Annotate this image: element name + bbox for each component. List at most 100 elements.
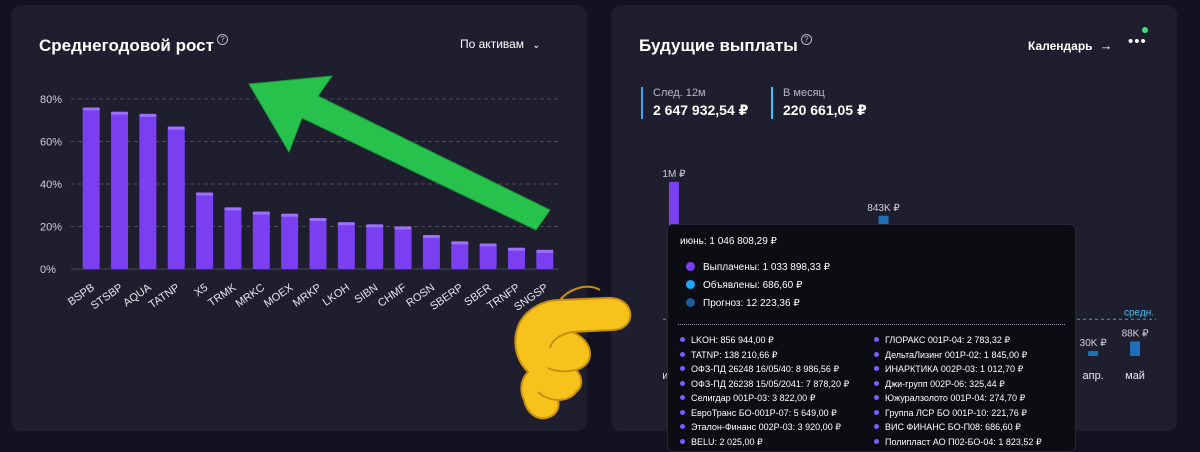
y-tick-label: 40% xyxy=(40,179,62,191)
help-icon[interactable]: ? xyxy=(800,34,812,45)
bullet-icon xyxy=(680,366,685,371)
growth-bar[interactable] xyxy=(337,222,355,269)
x-tick-label: X5 xyxy=(192,282,210,300)
calendar-link[interactable]: Календарь → xyxy=(1028,38,1113,53)
growth-bar[interactable] xyxy=(422,235,440,269)
x-tick-label: MRKC xyxy=(234,282,267,310)
tooltip-asset-row: Эталон-Финанс 002Р-03: 3 920,00 ₽ xyxy=(680,422,841,433)
legend-forecast-text: Прогноз: 12 223,36 ₽ xyxy=(703,298,800,309)
stat-label: В месяц xyxy=(783,87,825,99)
growth-title: Среднегодовой рост? xyxy=(39,34,228,56)
stat-next-12m: След. 12м 2 647 932,54 ₽ xyxy=(641,87,748,119)
stat-label: След. 12м xyxy=(653,87,706,99)
growth-bar[interactable] xyxy=(82,107,100,270)
legend-declared-text: Объявлены: 686,60 ₽ xyxy=(703,280,803,291)
bullet-icon xyxy=(874,409,879,415)
growth-bar-cap xyxy=(536,249,554,253)
tooltip-asset-row: BELU: 2 025,00 ₽ xyxy=(680,437,763,448)
bullet-icon xyxy=(680,424,685,429)
tooltip-asset-text: ГЛОРАКС 001Р-04: 2 783,32 ₽ xyxy=(885,335,1011,345)
help-icon[interactable]: ? xyxy=(216,34,228,45)
more-menu-button[interactable]: ••• xyxy=(1128,33,1147,50)
payouts-title: Будущие выплаты? xyxy=(639,34,812,56)
stat-value: 2 647 932,54 ₽ xyxy=(653,102,749,118)
tooltip-asset-text: ДельтаЛизинг 001Р-02: 1 845,00 ₽ xyxy=(885,349,1028,360)
bullet-icon xyxy=(874,424,879,429)
tooltip-asset-text: Селигдар 001Р-03: 3 822,00 ₽ xyxy=(691,393,816,403)
declared-dot-icon xyxy=(686,280,695,289)
tooltip-asset-text: BELU: 2 025,00 ₽ xyxy=(691,436,763,447)
legend-paid: Выплачены: 1 033 898,33 ₽ xyxy=(686,262,830,273)
tooltip-asset-text: Полипласт АО П02-БО-04: 1 823,52 ₽ xyxy=(885,436,1042,447)
growth-title-text: Среднегодовой рост xyxy=(39,36,214,55)
tooltip-asset-row: ЕвроТранс БО-001Р-07: 5 649,00 ₽ xyxy=(680,408,837,419)
x-tick-label: TRMK xyxy=(206,281,239,309)
tooltip-asset-text: Группа ЛСР БО 001Р-10: 221,76 ₽ xyxy=(885,407,1028,418)
growth-bar-cap xyxy=(337,222,355,226)
growth-bar[interactable] xyxy=(139,113,157,269)
growth-bar-cap xyxy=(111,111,129,115)
growth-bar-cap xyxy=(507,247,525,251)
tooltip-asset-text: Джи-групп 002Р-06: 325,44 ₽ xyxy=(885,378,1005,389)
tooltip-asset-row: Южуралзолото 001Р-04: 274,70 ₽ xyxy=(874,393,1025,404)
payout-bar[interactable] xyxy=(1130,341,1141,356)
growth-bar[interactable] xyxy=(451,241,469,269)
y-tick-label: 80% xyxy=(40,94,62,106)
growth-bar-cap xyxy=(281,213,299,217)
tooltip-asset-text: Южуралзолото 001Р-04: 274,70 ₽ xyxy=(885,393,1026,403)
growth-bar[interactable] xyxy=(394,226,412,270)
month-label: май xyxy=(1125,370,1145,382)
month-label: апр. xyxy=(1083,370,1104,382)
bullet-icon xyxy=(680,351,685,357)
bullet-icon xyxy=(680,409,685,415)
tooltip-asset-row: Селигдар 001Р-03: 3 822,00 ₽ xyxy=(680,393,815,404)
asset-filter-dropdown[interactable]: По активам ⌄ xyxy=(460,37,540,51)
y-tick-label: 0% xyxy=(40,264,56,276)
tooltip-title: июнь: 1 046 808,29 ₽ xyxy=(680,236,777,247)
x-tick-label: MRKP xyxy=(291,282,324,310)
x-tick-label: MOEX xyxy=(262,281,296,310)
y-tick-label: 20% xyxy=(40,222,62,234)
x-tick-label: STSBP xyxy=(89,282,125,313)
growth-bar[interactable] xyxy=(309,218,327,269)
tooltip-asset-text: ЕвроТранс БО-001Р-07: 5 649,00 ₽ xyxy=(691,407,837,418)
tooltip-asset-row: LKOH: 856 944,00 ₽ xyxy=(680,335,774,346)
growth-bar[interactable] xyxy=(167,126,185,269)
growth-bar-cap xyxy=(479,243,497,247)
growth-bar-cap xyxy=(82,107,100,111)
bullet-icon xyxy=(874,438,879,444)
x-tick-label: LKOH xyxy=(321,282,352,309)
growth-bar[interactable] xyxy=(252,211,270,269)
growth-bar[interactable] xyxy=(507,247,525,269)
tooltip-divider xyxy=(678,324,1065,325)
growth-bar[interactable] xyxy=(281,213,299,269)
growth-bar[interactable] xyxy=(366,224,384,269)
growth-panel: Среднегодовой рост? По активам ⌄ 0% 20% 40%… xyxy=(11,5,587,431)
tooltip-asset-row: ГЛОРАКС 001Р-04: 2 783,32 ₽ xyxy=(874,335,1010,346)
x-tick-label: CHMF xyxy=(376,281,409,309)
growth-bar[interactable] xyxy=(479,243,497,270)
growth-bar-cap xyxy=(309,218,327,221)
stat-per-month: В месяц 220 661,05 ₽ xyxy=(771,87,867,119)
tooltip-asset-text: ОФЗ-ПД 26238 15/05/2041: 7 878,20 ₽ xyxy=(691,378,850,389)
payout-bar[interactable] xyxy=(1088,351,1099,356)
payout-value-label: 88K ₽ xyxy=(1122,328,1150,339)
growth-bar[interactable] xyxy=(196,192,214,270)
bullet-icon xyxy=(874,395,879,400)
growth-bar[interactable] xyxy=(111,111,129,269)
tooltip-asset-text: ОФЗ-ПД 26248 16/05/40: 8 986,56 ₽ xyxy=(691,364,840,374)
tooltip-asset-row: Полипласт АО П02-БО-04: 1 823,52 ₽ xyxy=(874,437,1042,448)
payout-value-label: 30K ₽ xyxy=(1080,338,1108,349)
bullet-icon xyxy=(680,438,685,444)
growth-bar[interactable] xyxy=(536,249,554,269)
tooltip-asset-row: ДельтаЛизинг 001Р-02: 1 845,00 ₽ xyxy=(874,350,1027,361)
dropdown-label: По активам xyxy=(460,37,525,51)
bullet-icon xyxy=(680,395,685,400)
legend-declared: Объявлены: 686,60 ₽ xyxy=(686,280,802,291)
x-tick-label: SIBN xyxy=(353,282,381,307)
bullet-icon xyxy=(874,366,879,371)
growth-bar[interactable] xyxy=(224,207,242,269)
payout-value-label: 843K ₽ xyxy=(867,203,900,214)
tooltip-asset-row: ОФЗ-ПД 26248 16/05/40: 8 986,56 ₽ xyxy=(680,364,839,375)
